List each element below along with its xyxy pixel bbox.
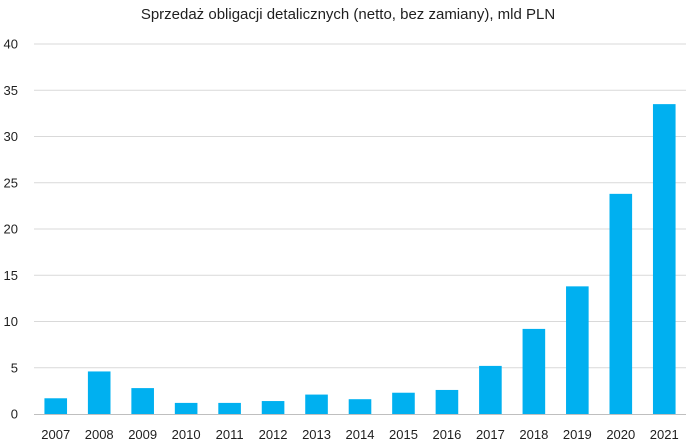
x-tick-label: 2019 <box>563 427 592 442</box>
bar-2007 <box>44 398 68 414</box>
y-tick-label: 5 <box>11 360 18 375</box>
bar-2017 <box>479 365 502 414</box>
bar-2014 <box>348 399 372 414</box>
y-tick-label: 15 <box>4 268 18 283</box>
y-tick-label: 10 <box>4 314 18 329</box>
bar-2015 <box>392 392 415 414</box>
chart-title: Sprzedaż obligacji detalicznych (netto, … <box>140 6 556 23</box>
x-tick-labels: 2007 2008 2009 2010 2011 2012 2013 2014 2015 2016… <box>41 427 678 442</box>
x-tick-label: 2012 <box>259 427 288 442</box>
bar-2008 <box>87 371 111 414</box>
y-tick-label: 0 <box>11 407 18 422</box>
bar-2019 <box>566 286 589 414</box>
x-tick-label: 2021 <box>650 427 679 442</box>
x-tick-label: 2020 <box>606 427 635 442</box>
bar-2020 <box>609 193 633 414</box>
y-tick-label: 20 <box>4 222 18 237</box>
x-tick-label: 2011 <box>216 427 244 442</box>
x-tick-label: 2014 <box>346 427 375 442</box>
y-tick-label: 40 <box>4 37 18 52</box>
bar-2009 <box>131 388 154 414</box>
x-tick-label: 2008 <box>85 427 114 442</box>
y-tick-label: 25 <box>4 175 18 190</box>
y-tick-label: 35 <box>4 83 18 98</box>
bar-2012 <box>261 401 285 414</box>
x-tick-label: 2013 <box>302 427 331 442</box>
bar-2013 <box>305 394 328 414</box>
bar-2021 <box>652 104 676 414</box>
x-tick-label: 2016 <box>432 427 461 442</box>
x-tick-label: 2009 <box>128 427 157 442</box>
bar-2018 <box>522 328 546 414</box>
bar-2011 <box>218 402 241 414</box>
x-tick-label: 2010 <box>172 427 201 442</box>
x-tick-label: 2017 <box>476 427 505 442</box>
y-tick-labels: 0 5 10 15 20 25 30 35 40 <box>4 37 18 422</box>
x-tick-label: 2007 <box>41 427 70 442</box>
gridlines <box>34 43 686 369</box>
x-tick-label: 2015 <box>389 427 418 442</box>
bar-2016 <box>435 389 459 414</box>
bars <box>44 104 676 414</box>
y-tick-label: 30 <box>4 129 18 144</box>
x-tick-label: 2018 <box>519 427 548 442</box>
bar-2010 <box>174 402 198 414</box>
